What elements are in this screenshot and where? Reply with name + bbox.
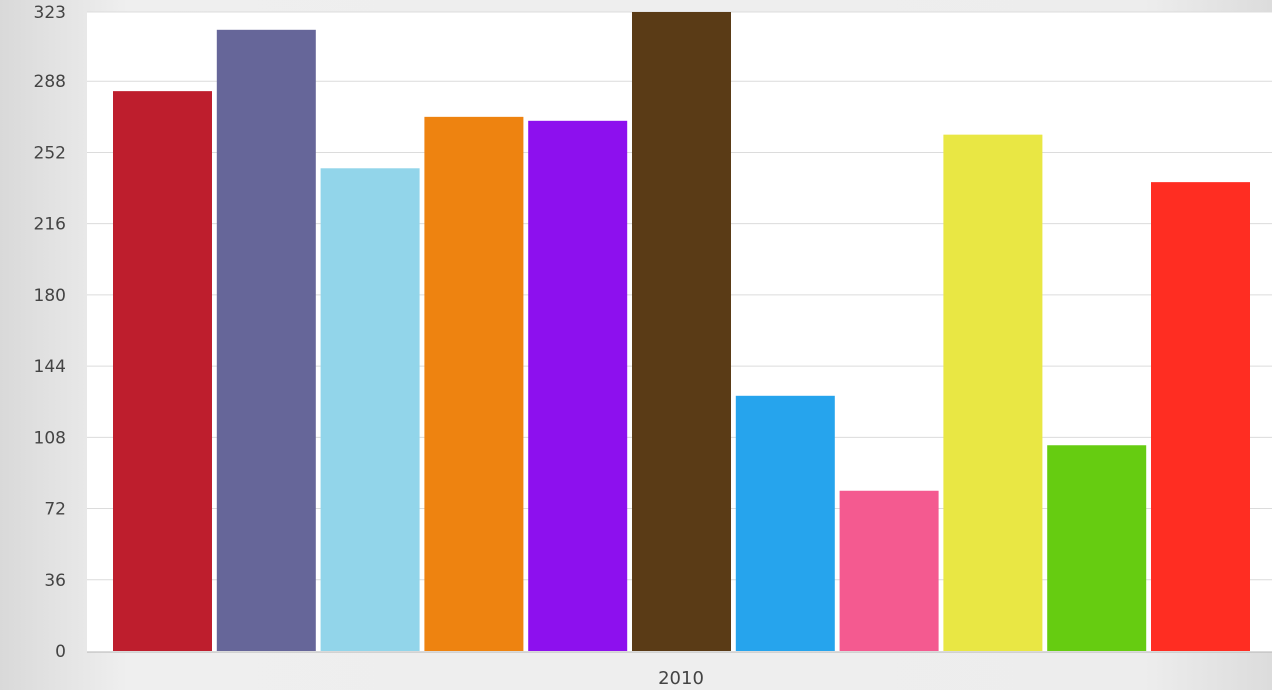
x-axis-ticks: 2010 (658, 668, 704, 689)
y-tick-label: 216 (34, 215, 66, 235)
y-tick-label: 108 (34, 428, 66, 448)
y-axis-ticks: 0 36 72 108 144 180 216 252 288 323 (34, 3, 66, 662)
y-tick-label: 36 (44, 571, 66, 591)
bar (735, 395, 835, 651)
bar (320, 168, 420, 652)
y-tick-label: 323 (34, 3, 66, 23)
bars (113, 12, 1250, 652)
bar (632, 12, 731, 651)
y-tick-label: 252 (34, 143, 66, 163)
bar (1047, 445, 1147, 651)
bar (943, 134, 1043, 651)
y-tick-label: 288 (34, 72, 66, 92)
y-tick-label: 144 (34, 357, 66, 377)
bar (839, 490, 939, 651)
bar (1151, 182, 1250, 651)
x-tick-label: 2010 (658, 668, 704, 689)
bar (113, 91, 212, 652)
y-tick-label: 180 (34, 286, 66, 306)
bar (528, 120, 628, 652)
y-tick-label: 72 (44, 500, 66, 520)
bar (216, 29, 316, 652)
y-tick-label: 0 (55, 642, 66, 662)
bar (424, 116, 524, 652)
